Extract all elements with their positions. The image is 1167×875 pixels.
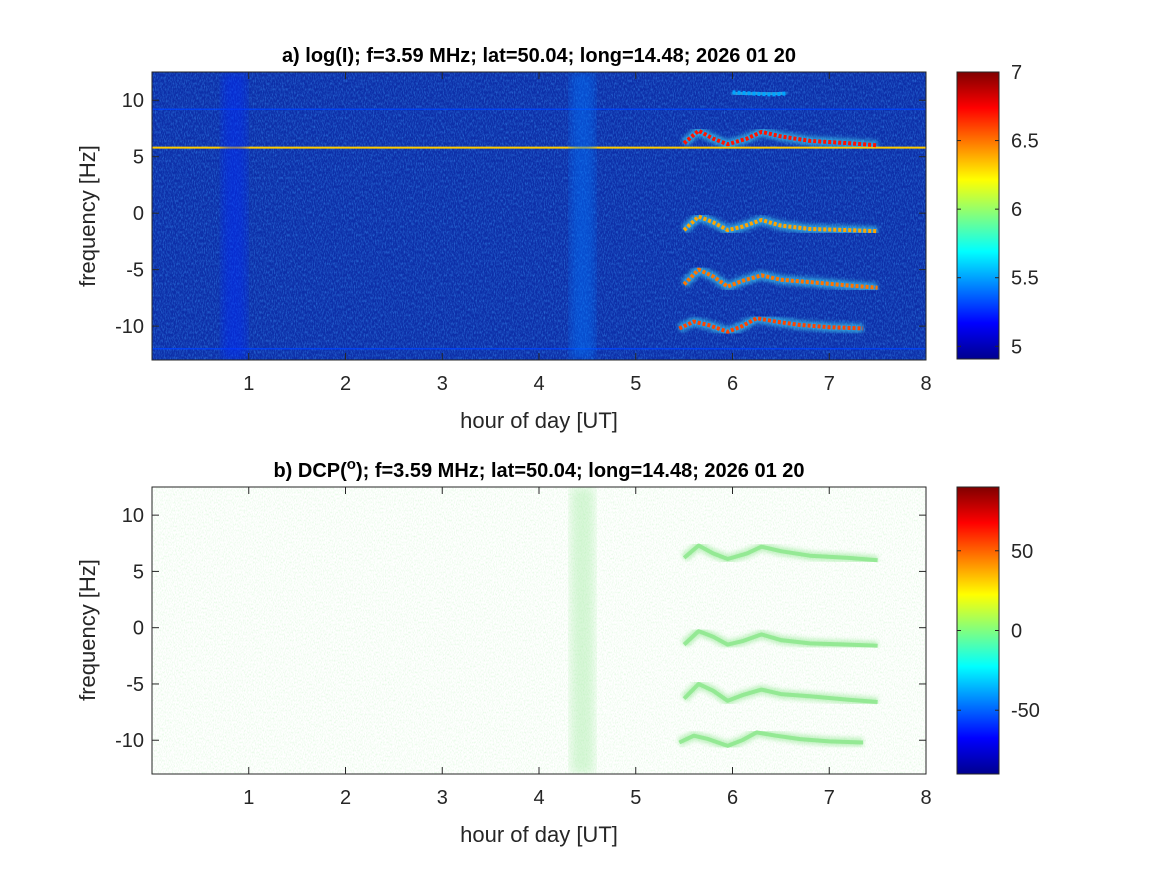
panel-a-y-tick-label: 10 — [122, 90, 144, 112]
panel-b: b) DCP(o); f=3.59 MHz; lat=50.04; long=1… — [75, 456, 1040, 847]
panel-b-y-tick-label: -10 — [115, 730, 144, 752]
panel-b-x-tick-label: 3 — [437, 787, 448, 809]
panel-a-y-tick-label: 5 — [133, 147, 144, 169]
panel-b-x-tick-label: 4 — [533, 787, 544, 809]
panel-b-colorbar-ticks: 50 0 -50 — [957, 541, 1040, 722]
panel-b-x-tick-label: 2 — [340, 787, 351, 809]
panel-a-title: a) log(I); f=3.59 MHz; lat=50.04; long=1… — [282, 45, 796, 67]
panel-a-y-tick-label: -5 — [126, 260, 144, 282]
panel-b-x-tick-label: 1 — [243, 787, 254, 809]
panel-b-title-superscript: o — [347, 456, 356, 473]
panel-a-y-tick-label: -10 — [115, 316, 144, 338]
panel-a-x-tick-label: 5 — [630, 373, 641, 395]
panel-b-y-tick-label: 10 — [122, 505, 144, 527]
panel-b-y-tick-label: 5 — [133, 561, 144, 583]
panel-b-y-tick-label: -5 — [126, 674, 144, 696]
panel-b-x-tick-label: 7 — [824, 787, 835, 809]
panel-b-colorbar-gradient — [956, 486, 1000, 775]
panel-a-x-label: hour of day [UT] — [460, 408, 618, 433]
panel-b-title: b) DCP(o); f=3.59 MHz; lat=50.04; long=1… — [273, 456, 804, 482]
panel-a-trace — [682, 267, 878, 290]
panel-b-y-label: frequency [Hz] — [75, 559, 100, 701]
panel-a-features — [152, 72, 926, 360]
panel-b-x-label: hour of day [UT] — [460, 822, 618, 847]
panel-a-x-tick-label: 7 — [824, 373, 835, 395]
panel-a-x-tick-label: 8 — [920, 373, 931, 395]
panel-a-colorbar-tick-label: 6 — [1011, 199, 1022, 221]
panel-a-ticks: 1 2 3 4 5 6 7 8 10 5 0 -5 -10 — [115, 72, 932, 395]
panel-a-trace — [682, 214, 878, 234]
panel-b-noise — [152, 487, 926, 774]
panel-a-colorbar-tick-label: 5.5 — [1011, 268, 1039, 290]
panel-b-ticks: 1 2 3 4 5 6 7 8 10 5 0 -5 -10 — [115, 487, 932, 809]
panel-a-colorbar-ticks: 7 6.5 6 5.5 5 — [957, 62, 1039, 358]
panel-a: a) log(I); f=3.59 MHz; lat=50.04; long=1… — [75, 45, 1039, 433]
panel-a-colorbar: 7 6.5 6 5.5 5 — [956, 62, 1039, 360]
panel-a-colorbar-gradient — [956, 71, 1000, 360]
panel-a-x-tick-label: 1 — [243, 373, 254, 395]
panel-a-colorbar-tick-label: 5 — [1011, 336, 1022, 358]
panel-a-y-label: frequency [Hz] — [75, 145, 100, 287]
panel-a-x-tick-label: 2 — [340, 373, 351, 395]
panel-a-x-tick-label: 4 — [533, 373, 544, 395]
panel-b-x-tick-label: 5 — [630, 787, 641, 809]
panel-a-trace — [678, 316, 864, 334]
panel-b-colorbar-tick-label: 0 — [1011, 621, 1022, 643]
panel-b-title-suffix: ); f=3.59 MHz; lat=50.04; long=14.48; 20… — [356, 460, 805, 482]
panel-b-trace — [682, 629, 878, 648]
panel-b-vertical-band — [570, 487, 595, 774]
panel-a-noise — [152, 72, 926, 360]
panel-b-x-tick-label: 8 — [920, 787, 931, 809]
panel-b-y-tick-label: 0 — [133, 618, 144, 640]
panel-a-trace — [682, 128, 878, 148]
panel-b-heatmap — [152, 487, 926, 774]
panel-b-x-tick-label: 6 — [727, 787, 738, 809]
panel-b-colorbar-tick-label: -50 — [1011, 700, 1040, 722]
panel-a-y-tick-label: 0 — [133, 203, 144, 225]
panel-a-trace — [732, 90, 786, 97]
panel-b-title-prefix: b) DCP( — [273, 460, 347, 482]
panel-a-vertical-band — [570, 72, 595, 360]
panel-b-trace — [682, 543, 878, 563]
panel-a-vertical-band — [222, 72, 247, 360]
panel-a-x-tick-label: 6 — [727, 373, 738, 395]
panel-b-features — [152, 487, 926, 774]
panel-a-colorbar-tick-label: 6.5 — [1011, 131, 1039, 153]
panel-b-colorbar-tick-label: 50 — [1011, 541, 1033, 563]
panel-b-trace — [682, 682, 878, 704]
panel-a-colorbar-tick-label: 7 — [1011, 62, 1022, 84]
panel-b-colorbar: 50 0 -50 — [956, 486, 1040, 775]
panel-a-heatmap — [152, 72, 926, 360]
panel-a-x-tick-label: 3 — [437, 373, 448, 395]
panel-b-trace — [678, 730, 864, 748]
